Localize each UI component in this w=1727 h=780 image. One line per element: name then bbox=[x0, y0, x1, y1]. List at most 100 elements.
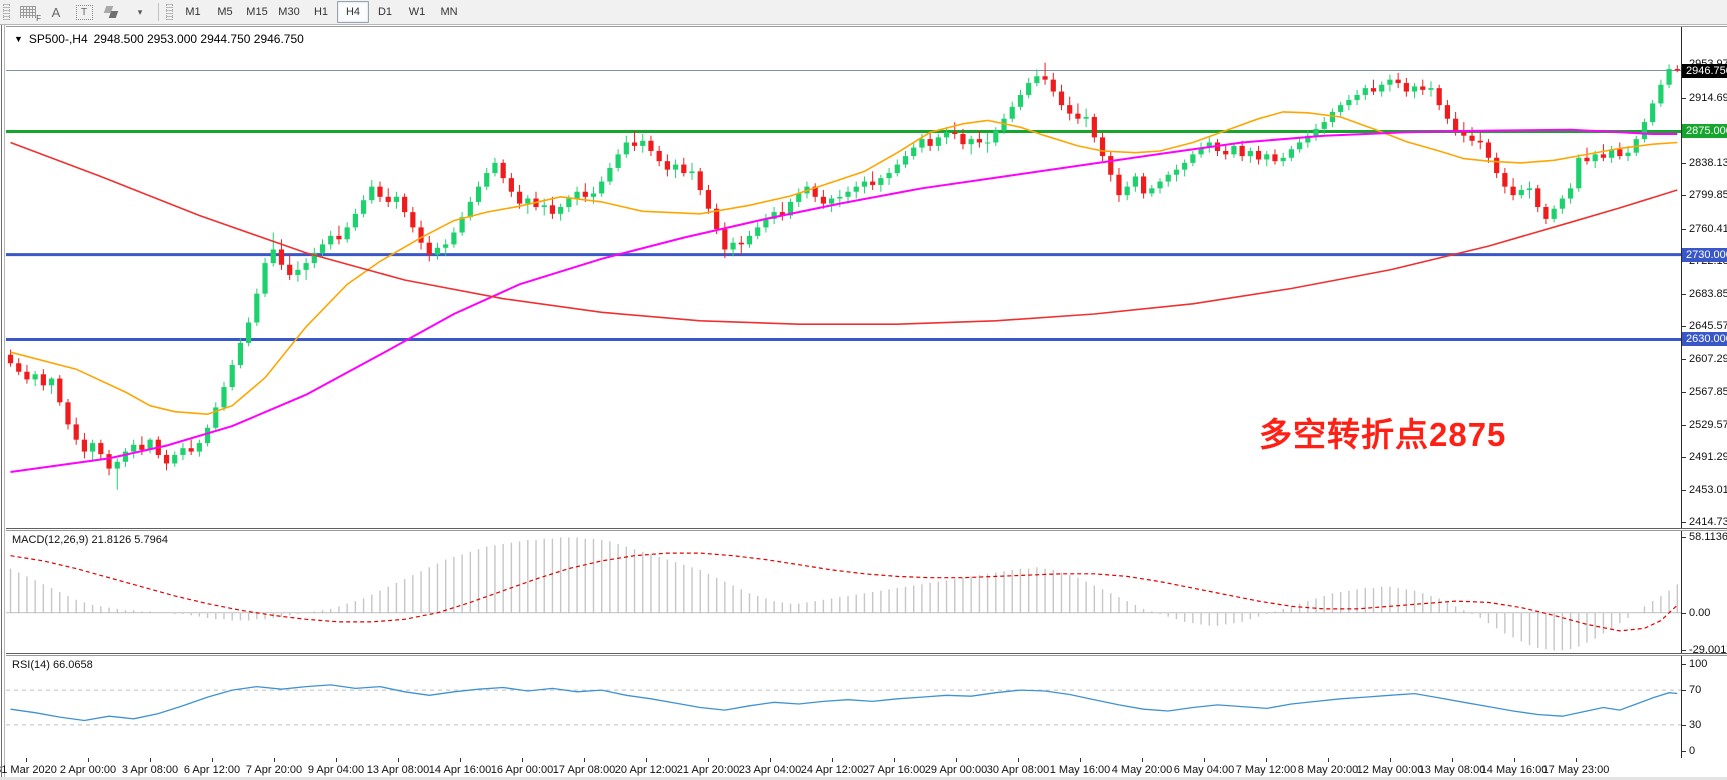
timeframe-button-m30[interactable]: M30 bbox=[278, 6, 300, 18]
time-tick-mark bbox=[1576, 758, 1577, 762]
window-left-edge-2 bbox=[4, 25, 5, 777]
time-label: 3 Apr 08:00 bbox=[121, 764, 179, 776]
price-tick-mark bbox=[1682, 293, 1686, 295]
shapes-dropdown-button[interactable]: ▾ bbox=[127, 1, 153, 23]
price-panel: ▼ SP500-,H4 2948.500 2953.000 2944.750 2… bbox=[6, 26, 1727, 529]
macd-tick-mark bbox=[1682, 537, 1686, 539]
window-bottom-strip bbox=[0, 777, 1727, 780]
toolbar-drag-handle[interactable] bbox=[3, 4, 10, 20]
price-tick-mark bbox=[1682, 162, 1686, 164]
current-price-line-badge: 2946.750 bbox=[1682, 63, 1727, 78]
time-tick-mark bbox=[584, 758, 585, 762]
macd-tick-mark bbox=[1682, 650, 1686, 652]
price-tick-label: 2529.570 bbox=[1689, 418, 1727, 431]
time-tick-mark bbox=[150, 758, 151, 762]
timeframe-button-m15[interactable]: M15 bbox=[246, 6, 268, 18]
timeframe-button-m5[interactable]: M5 bbox=[217, 6, 233, 18]
price-tick-label: 2491.290 bbox=[1689, 451, 1727, 464]
price-tick-label: 2760.410 bbox=[1689, 222, 1727, 235]
text-box-icon: T bbox=[75, 4, 93, 20]
rsi-tick-label: 0 bbox=[1689, 745, 1696, 757]
timeframe-button-d1[interactable]: D1 bbox=[377, 6, 393, 18]
rsi-panel: RSI(14) 66.0658 100 70 30 0 bbox=[6, 655, 1727, 759]
shapes-icon bbox=[103, 5, 120, 19]
grid-icon: F bbox=[20, 6, 41, 23]
time-tick-mark bbox=[1328, 758, 1329, 762]
time-tick-mark bbox=[88, 758, 89, 762]
fibo-grid-tool-button[interactable]: F bbox=[15, 1, 41, 23]
timeframe-button-mn[interactable]: MN bbox=[440, 6, 458, 18]
time-label: 20 Apr 12:00 bbox=[614, 764, 678, 776]
rsi-label: RSI(14) 66.0658 bbox=[12, 659, 93, 671]
time-axis[interactable]: 31 Mar 2020 2 Apr 00:00 3 Apr 08:00 6 Apr 1… bbox=[0, 758, 1727, 780]
price-scale[interactable]: 2953.9702914.6902838.1302799.8502760.410… bbox=[1681, 27, 1727, 528]
text-label-tool-button[interactable]: A bbox=[43, 1, 69, 23]
rsi-tick-label: 30 bbox=[1689, 718, 1702, 731]
time-label: 17 May 23:00 bbox=[1542, 764, 1610, 776]
price-chart-plot[interactable]: ▼ SP500-,H4 2948.500 2953.000 2944.750 2… bbox=[6, 27, 1681, 528]
time-tick-mark bbox=[212, 758, 213, 762]
time-label: 6 Apr 12:00 bbox=[183, 764, 241, 776]
toolbar-separator bbox=[158, 3, 159, 21]
time-tick-mark bbox=[1204, 758, 1205, 762]
rsi-tick-mark bbox=[1682, 724, 1686, 726]
level-2630-line-badge: 2630.000 bbox=[1682, 332, 1727, 347]
macd-tick-mark bbox=[1682, 612, 1686, 614]
timeframe-button-h4[interactable]: H4 bbox=[337, 1, 369, 23]
symbol-period-label: SP500-,H4 bbox=[28, 32, 88, 46]
price-tick-label: 2799.850 bbox=[1689, 189, 1727, 202]
price-tick-label: 2567.850 bbox=[1689, 386, 1727, 399]
time-tick-mark bbox=[460, 758, 461, 762]
ma-fast-orange bbox=[10, 111, 1678, 416]
text-box-tool-button[interactable]: T bbox=[71, 1, 97, 23]
time-label: 17 Apr 08:00 bbox=[552, 764, 616, 776]
timeframe-button-w1[interactable]: W1 bbox=[408, 6, 426, 18]
rsi-tick-mark bbox=[1682, 690, 1686, 692]
timeframe-drag-handle[interactable] bbox=[166, 4, 173, 20]
time-tick-mark bbox=[770, 758, 771, 762]
time-label: 27 Apr 16:00 bbox=[862, 764, 926, 776]
price-tick-label: 2453.010 bbox=[1689, 483, 1727, 496]
time-tick-mark bbox=[1390, 758, 1391, 762]
price-tick-label: 2838.130 bbox=[1689, 156, 1727, 169]
timeframe-button-m1[interactable]: M1 bbox=[185, 6, 201, 18]
time-label: 29 Apr 00:00 bbox=[924, 764, 988, 776]
ohlc-values: 2948.500 2953.000 2944.750 2946.750 bbox=[93, 32, 304, 46]
window-left-edge bbox=[1, 25, 2, 777]
price-tick-label: 2414.730 bbox=[1689, 516, 1727, 529]
time-tick-mark bbox=[894, 758, 895, 762]
rsi-tick-label: 70 bbox=[1689, 684, 1702, 697]
price-tick-label: 2607.290 bbox=[1689, 352, 1727, 365]
macd-label: MACD(12,26,9) 21.8126 5.7964 bbox=[12, 534, 168, 546]
chevron-down-icon: ▾ bbox=[137, 6, 143, 17]
time-label: 13 May 08:00 bbox=[1418, 764, 1486, 776]
time-label: 6 May 04:00 bbox=[1173, 764, 1235, 776]
shapes-tool-button[interactable] bbox=[99, 1, 125, 23]
time-label: 9 Apr 04:00 bbox=[307, 764, 365, 776]
chart-title: ▼ SP500-,H4 2948.500 2953.000 2944.750 2… bbox=[14, 32, 304, 46]
time-label: 12 May 00:00 bbox=[1356, 764, 1424, 776]
price-tick-label: 2914.690 bbox=[1689, 91, 1727, 104]
time-tick-mark bbox=[1080, 758, 1081, 762]
time-label: 14 May 16:00 bbox=[1480, 764, 1548, 776]
rsi-scale[interactable]: 100 70 30 0 bbox=[1681, 656, 1727, 758]
rsi-chart-plot[interactable]: RSI(14) 66.0658 bbox=[6, 656, 1681, 758]
time-label: 23 Apr 04:00 bbox=[738, 764, 802, 776]
time-label: 7 May 12:00 bbox=[1235, 764, 1297, 776]
price-tick-label: 2683.850 bbox=[1689, 287, 1727, 300]
time-tick-mark bbox=[708, 758, 709, 762]
annotation-text: 多空转折点2875 bbox=[1259, 416, 1507, 453]
time-tick-mark bbox=[1514, 758, 1515, 762]
chart-window: ▼ SP500-,H4 2948.500 2953.000 2944.750 2… bbox=[0, 25, 1727, 780]
ma-slow-red bbox=[10, 141, 1678, 326]
macd-tick-label: 58.1136 bbox=[1689, 531, 1727, 544]
timeframe-button-h1[interactable]: H1 bbox=[313, 6, 329, 18]
macd-chart-plot[interactable]: MACD(12,26,9) 21.8126 5.7964 bbox=[6, 531, 1681, 653]
macd-tick-label: 0.00 bbox=[1689, 606, 1711, 619]
level-2730-line-badge: 2730.000 bbox=[1682, 247, 1727, 262]
rsi-line bbox=[10, 684, 1678, 722]
price-tick-mark bbox=[1682, 489, 1686, 491]
